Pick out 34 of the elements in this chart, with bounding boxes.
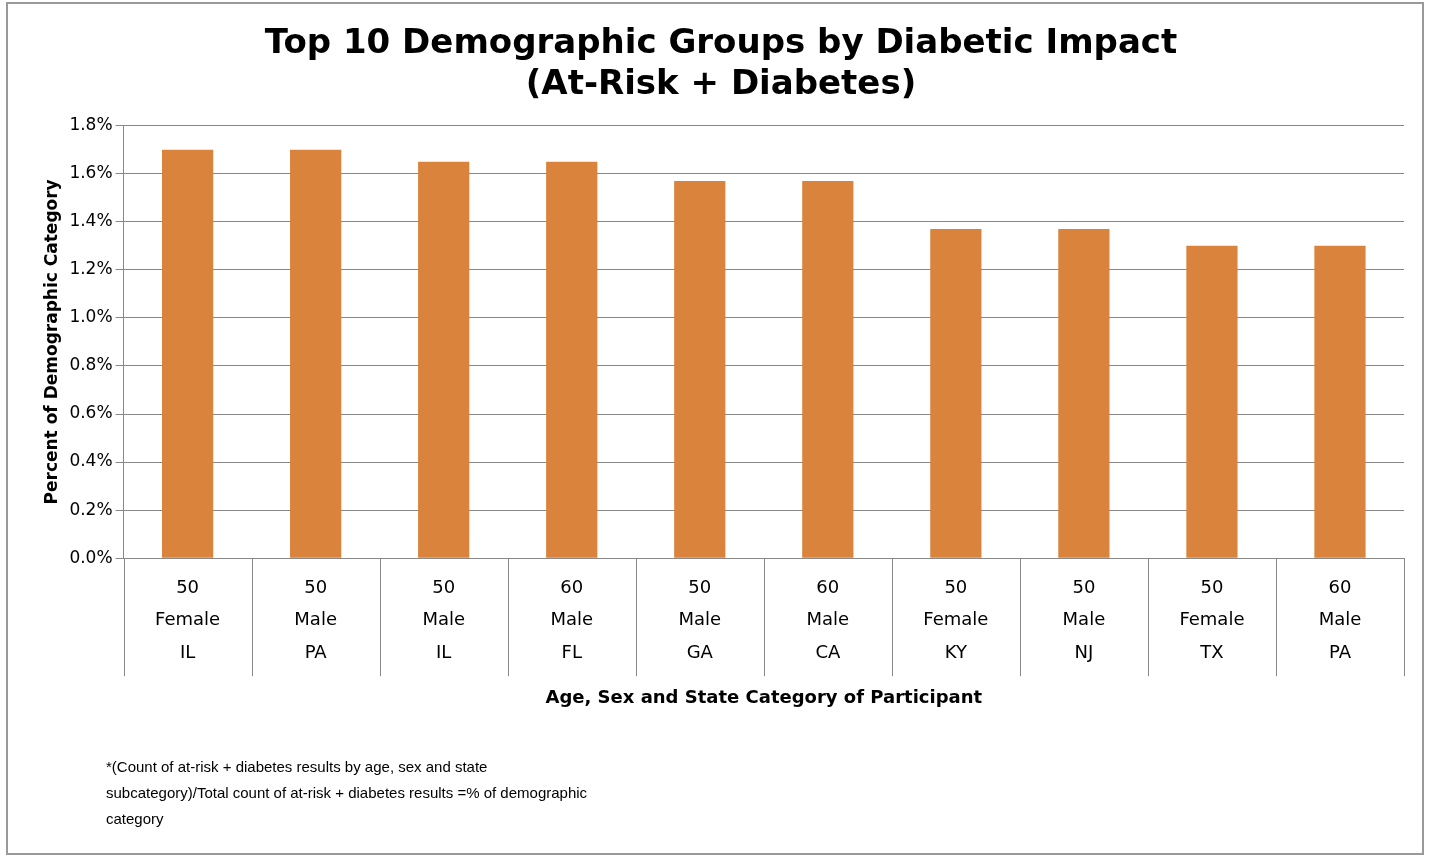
x-tick-label: 60 Male PA xyxy=(1318,576,1362,662)
y-axis-title: Percent of Demographic Category xyxy=(40,179,61,505)
y-tick-label: 1.0% xyxy=(69,306,113,327)
bar xyxy=(418,161,470,558)
chart-title: Top 10 Demographic Groups by Diabetic Impact (At-Risk + Diabetes) xyxy=(264,21,1178,103)
y-tick-label: 0.2% xyxy=(69,498,113,519)
bar xyxy=(674,180,726,558)
y-tick-label: 0.4% xyxy=(69,450,113,471)
bar xyxy=(930,228,982,558)
bar xyxy=(1186,245,1238,558)
x-tick-label: 60 Male FL xyxy=(550,576,594,662)
y-tick-label: 0.6% xyxy=(69,402,113,423)
bar xyxy=(162,149,214,558)
x-tick-label: 50 Male GA xyxy=(678,576,722,662)
y-tick-label: 1.8% xyxy=(69,114,113,135)
y-tick-label: 0.8% xyxy=(69,354,113,375)
bar xyxy=(1058,228,1110,558)
bar xyxy=(290,149,342,558)
y-tick-label: 1.4% xyxy=(69,210,113,231)
bar xyxy=(1314,245,1366,558)
x-tick-label: 50 Male NJ xyxy=(1062,576,1106,662)
text: *(Count of at-risk + diabetes results by age, sex and state subcategory)/Total count of at-risk + diabetes results =% of demographic category xyxy=(106,757,589,829)
x-tick-label: 50 Male PA xyxy=(294,576,337,662)
x-tick-label: 50 Male IL xyxy=(422,576,466,662)
x-tick-label: 50 Female KY xyxy=(923,576,989,662)
y-tick-label: 1.2% xyxy=(69,258,113,279)
x-axis-title: Age, Sex and State Category of Participant xyxy=(545,685,983,707)
x-tick-label: 50 Female IL xyxy=(155,576,221,662)
y-tick-label: 1.6% xyxy=(69,162,113,183)
y-tick-label: 0.0% xyxy=(69,546,113,567)
bar xyxy=(802,180,854,558)
x-tick-label: 50 Female TX xyxy=(1179,576,1245,662)
bar xyxy=(546,161,598,558)
x-tick-label: 60 Male CA xyxy=(806,576,850,662)
